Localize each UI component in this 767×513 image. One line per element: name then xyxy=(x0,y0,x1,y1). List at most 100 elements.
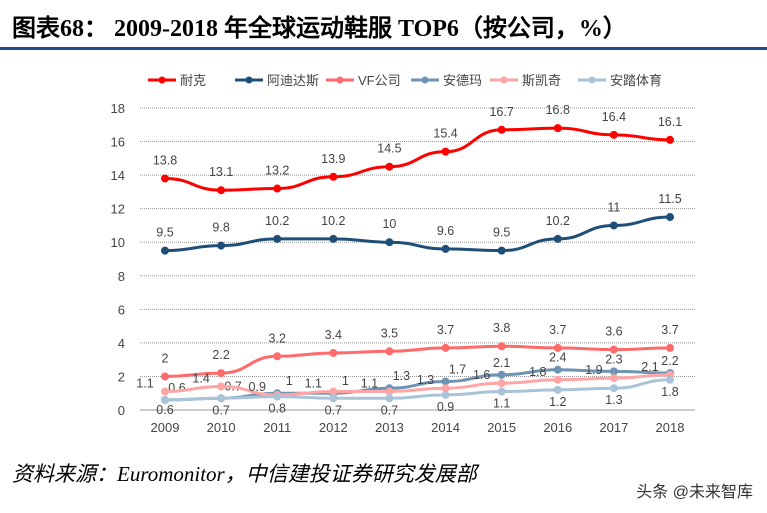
data-point xyxy=(441,343,450,352)
data-label: 11 xyxy=(607,200,620,214)
data-label: 0.8 xyxy=(269,402,286,416)
data-label: 1.2 xyxy=(549,395,566,409)
data-point xyxy=(609,345,618,354)
x-tick-label: 2011 xyxy=(263,420,291,435)
data-label: 3.7 xyxy=(549,323,566,337)
legend-label: 安德玛 xyxy=(443,73,482,88)
data-label: 11.5 xyxy=(658,192,681,206)
data-point xyxy=(666,375,674,384)
data-label: 3.6 xyxy=(605,325,622,339)
data-label: 1 xyxy=(342,374,349,388)
data-point xyxy=(385,238,394,247)
x-tick-label: 2010 xyxy=(207,420,236,435)
data-point xyxy=(497,342,506,351)
data-label: 13.2 xyxy=(265,164,289,178)
data-point xyxy=(385,347,394,356)
data-point xyxy=(273,352,282,361)
data-point xyxy=(161,372,169,381)
series-line-VF公司 xyxy=(164,344,671,378)
data-label: 3.7 xyxy=(437,323,454,337)
data-label: 1.3 xyxy=(393,369,410,383)
data-label: 0.9 xyxy=(437,400,454,414)
data-point xyxy=(497,379,506,388)
data-label: 2.2 xyxy=(212,348,229,362)
data-point xyxy=(609,130,618,139)
data-label: 0.9 xyxy=(249,380,266,394)
x-tick-label: 2009 xyxy=(151,420,180,435)
data-point xyxy=(273,234,282,243)
legend-label: 安踏体育 xyxy=(610,73,662,88)
data-point xyxy=(217,186,226,195)
y-tick-label: 14 xyxy=(111,168,125,183)
y-tick-label: 10 xyxy=(111,235,125,250)
data-label: 1.8 xyxy=(529,365,546,379)
legend-label: 斯凯奇 xyxy=(522,73,561,88)
series-line-斯凯奇 xyxy=(164,373,671,397)
data-point xyxy=(441,390,450,399)
chart-title: 图表68： 2009-2018 年全球运动鞋服 TOP6（按公司，%） xyxy=(12,16,627,42)
data-label: 0.7 xyxy=(212,403,229,417)
data-label: 9.5 xyxy=(493,226,510,240)
data-point xyxy=(441,384,450,393)
data-point xyxy=(217,241,226,250)
data-point xyxy=(553,343,562,352)
data-point xyxy=(329,172,338,181)
data-label: 1.6 xyxy=(473,368,490,382)
data-label: 9.6 xyxy=(437,224,454,238)
y-tick-label: 16 xyxy=(111,135,125,150)
data-label: 15.4 xyxy=(433,127,457,141)
data-point xyxy=(497,246,506,255)
y-tick-label: 6 xyxy=(118,302,125,317)
data-point xyxy=(161,387,169,396)
source-note: 资料来源：Euromonitor，中信建投证券研究发展部 xyxy=(12,462,477,486)
data-label: 14.5 xyxy=(377,142,401,156)
legend-label: 阿迪达斯 xyxy=(267,73,319,88)
data-point xyxy=(666,213,674,222)
data-label: 1.1 xyxy=(305,377,322,391)
data-label: 2.1 xyxy=(493,356,510,370)
data-label: 1 xyxy=(286,374,293,388)
data-point xyxy=(609,221,618,230)
data-label: 16.1 xyxy=(658,115,682,129)
legend-marker xyxy=(588,76,596,84)
title-divider xyxy=(0,47,767,50)
data-point xyxy=(553,375,562,384)
data-label: 0.7 xyxy=(325,403,342,417)
data-label: 1.9 xyxy=(585,363,602,377)
data-label: 3.8 xyxy=(493,321,510,335)
data-point xyxy=(329,348,338,357)
data-label: 1.4 xyxy=(192,372,209,386)
data-point xyxy=(161,395,169,404)
y-tick-label: 0 xyxy=(118,403,125,418)
data-label: 2.4 xyxy=(549,351,566,365)
y-tick-label: 8 xyxy=(118,269,125,284)
data-point xyxy=(385,162,394,171)
data-label: 0.7 xyxy=(381,403,398,417)
legend-marker xyxy=(421,76,429,84)
y-tick-label: 4 xyxy=(118,336,125,351)
data-point xyxy=(329,234,338,243)
data-label: 1.1 xyxy=(136,377,153,391)
legend-label: VF公司 xyxy=(358,73,401,88)
data-label: 9.5 xyxy=(156,226,173,240)
data-label: 1.8 xyxy=(661,385,678,399)
data-point xyxy=(497,125,506,134)
data-point xyxy=(666,343,674,352)
data-label: 2.1 xyxy=(641,360,658,374)
legend-marker xyxy=(158,76,166,84)
data-point xyxy=(441,147,450,156)
x-tick-label: 2012 xyxy=(319,420,348,435)
data-point xyxy=(385,387,394,396)
data-point xyxy=(273,184,282,193)
data-point xyxy=(329,394,338,403)
series-line-安踏体育 xyxy=(164,378,671,402)
data-label: 10.2 xyxy=(265,214,289,228)
data-point xyxy=(217,394,226,403)
data-label: 3.4 xyxy=(325,328,342,342)
data-label: 10 xyxy=(382,217,396,231)
y-tick-label: 2 xyxy=(118,369,125,384)
data-label: 3.5 xyxy=(381,326,398,340)
data-point xyxy=(217,369,226,378)
data-label: 10.2 xyxy=(321,214,345,228)
data-point xyxy=(441,377,450,386)
